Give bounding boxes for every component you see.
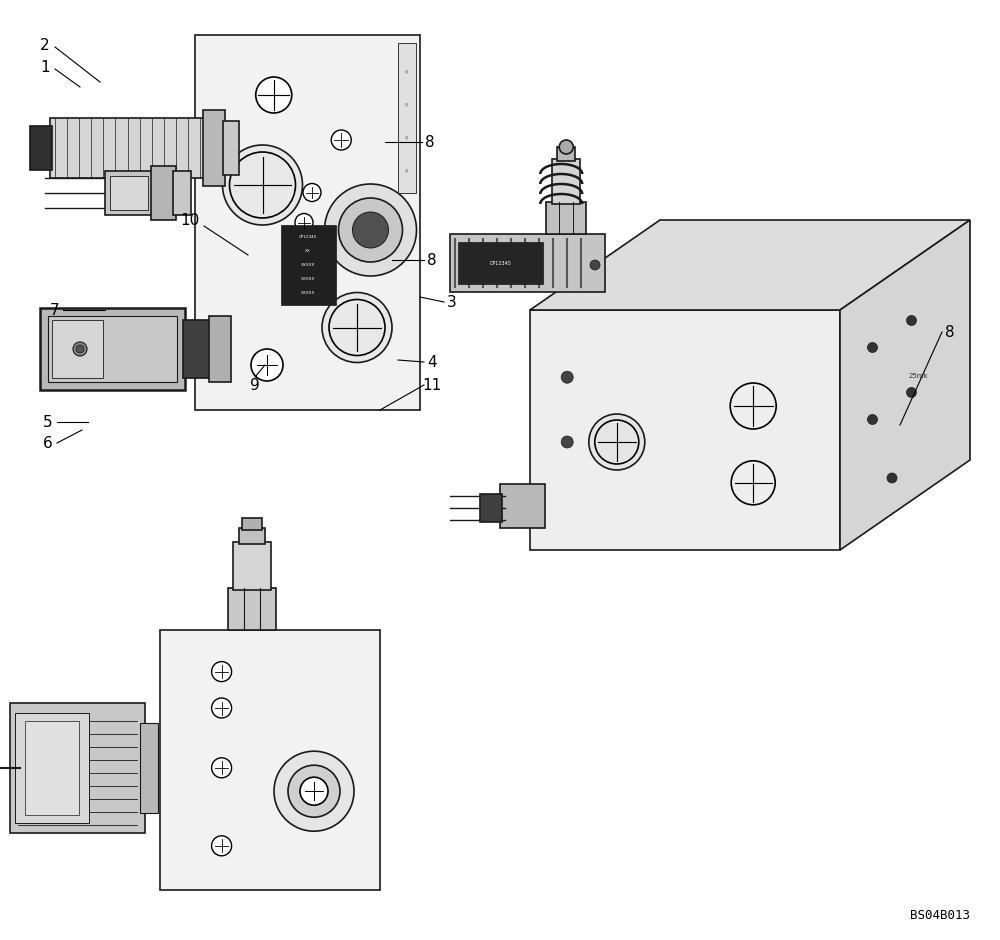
Circle shape bbox=[561, 371, 573, 384]
Circle shape bbox=[906, 387, 916, 398]
Text: 3: 3 bbox=[447, 294, 457, 309]
Circle shape bbox=[212, 836, 232, 855]
Circle shape bbox=[868, 342, 878, 352]
Text: XXXXX: XXXXX bbox=[301, 291, 315, 295]
Bar bbox=[195, 35, 420, 410]
Bar bbox=[281, 225, 336, 305]
Circle shape bbox=[295, 213, 313, 231]
Circle shape bbox=[300, 777, 328, 806]
Bar bbox=[203, 109, 225, 185]
Bar bbox=[552, 159, 580, 204]
Circle shape bbox=[559, 140, 573, 154]
Text: |||: ||| bbox=[405, 135, 409, 139]
Text: CP12345: CP12345 bbox=[299, 235, 317, 239]
Polygon shape bbox=[840, 220, 970, 550]
Bar bbox=[30, 126, 52, 169]
Text: 11: 11 bbox=[422, 378, 442, 393]
Text: CP12345: CP12345 bbox=[490, 260, 512, 265]
Text: 10: 10 bbox=[180, 212, 200, 227]
Circle shape bbox=[731, 461, 775, 505]
Circle shape bbox=[223, 145, 303, 225]
Bar bbox=[209, 316, 231, 382]
Text: 8: 8 bbox=[945, 324, 955, 339]
Text: 25mk: 25mk bbox=[908, 373, 928, 379]
Bar bbox=[557, 147, 575, 161]
Text: 8: 8 bbox=[427, 253, 437, 268]
Circle shape bbox=[353, 212, 389, 248]
Bar bbox=[183, 320, 211, 378]
Bar bbox=[48, 316, 177, 382]
Text: 1: 1 bbox=[40, 59, 50, 74]
Bar bbox=[15, 713, 89, 822]
Circle shape bbox=[274, 751, 354, 831]
Bar bbox=[228, 588, 276, 630]
Text: 8: 8 bbox=[425, 134, 435, 149]
Bar bbox=[50, 118, 205, 178]
Bar bbox=[480, 494, 502, 522]
Text: |||: ||| bbox=[405, 168, 409, 172]
Circle shape bbox=[230, 152, 296, 218]
Bar bbox=[398, 42, 416, 193]
Circle shape bbox=[324, 184, 417, 276]
Circle shape bbox=[73, 342, 87, 356]
Circle shape bbox=[212, 758, 232, 777]
Bar bbox=[105, 170, 153, 214]
Text: 7: 7 bbox=[50, 303, 60, 318]
Text: XX: XX bbox=[305, 249, 311, 253]
Circle shape bbox=[589, 414, 645, 470]
Bar bbox=[52, 320, 103, 378]
Text: |||: ||| bbox=[405, 102, 409, 106]
Bar bbox=[173, 170, 191, 214]
Bar bbox=[500, 484, 545, 528]
Bar bbox=[151, 165, 176, 220]
Circle shape bbox=[303, 183, 321, 201]
Circle shape bbox=[561, 436, 573, 448]
Circle shape bbox=[887, 473, 897, 483]
Text: 5: 5 bbox=[43, 415, 53, 430]
Text: XXXXX: XXXXX bbox=[301, 277, 315, 281]
Bar bbox=[25, 721, 79, 815]
Circle shape bbox=[331, 130, 351, 150]
Text: 4: 4 bbox=[427, 354, 437, 369]
Circle shape bbox=[322, 292, 392, 363]
Bar bbox=[10, 703, 145, 833]
Circle shape bbox=[212, 662, 232, 682]
Circle shape bbox=[76, 345, 84, 353]
Circle shape bbox=[251, 349, 283, 381]
Bar bbox=[160, 630, 380, 890]
Bar bbox=[140, 723, 158, 813]
Bar bbox=[450, 234, 605, 292]
Bar bbox=[458, 242, 543, 284]
Circle shape bbox=[256, 77, 292, 113]
Text: 9: 9 bbox=[250, 378, 260, 393]
Circle shape bbox=[868, 415, 878, 425]
Bar bbox=[239, 528, 265, 544]
Polygon shape bbox=[530, 310, 840, 550]
Circle shape bbox=[595, 420, 639, 464]
Text: BS04B013: BS04B013 bbox=[910, 909, 970, 922]
Circle shape bbox=[329, 300, 385, 355]
Circle shape bbox=[906, 316, 916, 325]
Circle shape bbox=[730, 383, 776, 429]
Circle shape bbox=[339, 198, 403, 262]
Bar bbox=[223, 120, 239, 175]
Bar bbox=[242, 518, 262, 530]
Circle shape bbox=[590, 260, 600, 270]
Circle shape bbox=[212, 698, 232, 718]
Text: 2: 2 bbox=[40, 38, 50, 53]
Bar bbox=[546, 202, 586, 234]
Text: |||: ||| bbox=[405, 69, 409, 73]
Polygon shape bbox=[530, 220, 970, 310]
Text: XXXXX: XXXXX bbox=[301, 263, 315, 267]
Circle shape bbox=[288, 765, 340, 817]
Bar bbox=[110, 176, 148, 210]
Text: 6: 6 bbox=[43, 435, 53, 450]
Bar bbox=[233, 542, 271, 590]
Bar bbox=[40, 308, 185, 390]
